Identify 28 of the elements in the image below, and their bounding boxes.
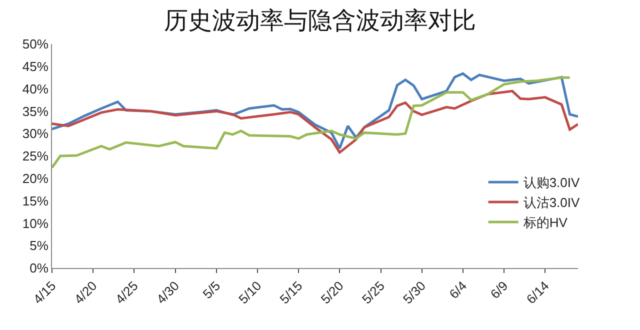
chart-title: 历史波动率与隐含波动率对比 <box>164 7 476 34</box>
y-tick-label: 35% <box>22 104 49 119</box>
x-tick-label: 4/30 <box>153 278 182 307</box>
y-tick-label: 20% <box>22 170 49 186</box>
x-tick-label: 6/14 <box>523 278 552 307</box>
legend-label: 标的HV <box>522 215 568 230</box>
line-series <box>52 76 572 169</box>
x-tick-label: 5/10 <box>236 278 264 307</box>
line-series <box>52 90 578 154</box>
y-tick-label: 40% <box>22 81 49 96</box>
x-tick-label: 4/20 <box>71 278 100 307</box>
y-tick-label: 30% <box>22 126 49 142</box>
y-tick-label: 5% <box>30 238 49 254</box>
y-tick-label: 10% <box>22 216 49 231</box>
x-tick-label: 4/25 <box>112 278 141 307</box>
x-tick-label: 4/15 <box>30 278 59 307</box>
y-tick-label: 50% <box>22 36 49 52</box>
x-tick-label: 6/4 <box>446 278 470 302</box>
x-tick-label: 5/5 <box>200 278 224 302</box>
legend-label: 认购3.0IV <box>523 175 580 190</box>
x-tick-label: 5/20 <box>318 278 346 307</box>
y-tick-label: 45% <box>22 58 49 74</box>
x-tick-label: 6/9 <box>487 278 511 302</box>
y-tick-label: 15% <box>22 193 49 208</box>
y-tick-label: 25% <box>22 148 49 164</box>
x-tick-label: 5/30 <box>400 278 429 307</box>
legend-label: 认沽3.0IV <box>523 195 580 210</box>
y-tick-label: 0% <box>30 260 49 276</box>
